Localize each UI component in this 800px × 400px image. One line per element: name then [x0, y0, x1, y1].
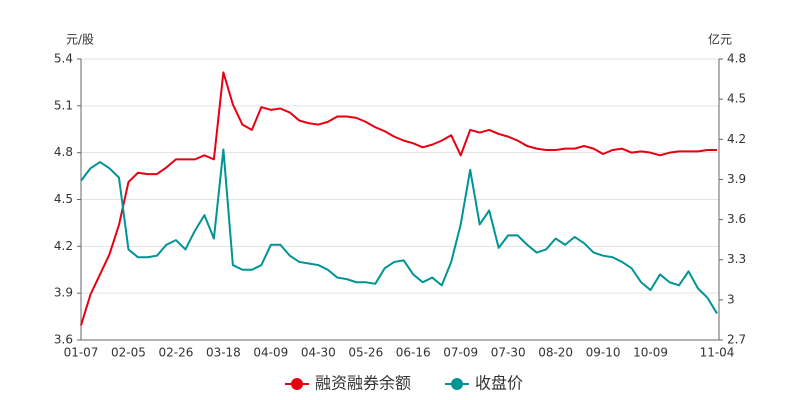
y-tick-label: 5.4	[54, 52, 73, 66]
y2-tick-label: 4.8	[727, 52, 746, 66]
y2-tick-label: 4.2	[727, 132, 746, 146]
y2-tick-label: 3	[727, 292, 735, 306]
y-tick-label: 4.8	[54, 145, 73, 159]
x-tick-label: 09-10	[586, 346, 621, 360]
y-tick-label: 5.1	[54, 98, 73, 112]
x-tick-label: 05-26	[348, 346, 383, 360]
y-tick-label: 4.2	[54, 239, 73, 253]
y2-tick-label: 2.7	[727, 333, 746, 347]
series-line	[80, 71, 717, 326]
x-tick-label: 11-04	[700, 346, 735, 360]
y-tick-label: 3.9	[54, 286, 73, 300]
y2-tick-label: 3.3	[727, 252, 746, 266]
legend-marker	[451, 378, 463, 390]
x-tick-label: 02-05	[111, 346, 146, 360]
x-tick-label: 07-09	[443, 346, 478, 360]
x-tick-label: 10-09	[633, 346, 668, 360]
y2-tick-label: 4.5	[727, 92, 746, 106]
legend-marker	[291, 378, 303, 390]
series-line	[80, 148, 718, 314]
x-tick-label: 01-07	[64, 346, 99, 360]
y2-tick-label: 3.6	[727, 212, 746, 226]
y-axis-title: 元/股	[66, 33, 94, 47]
x-tick-label: 03-18	[206, 346, 241, 360]
y2-tick-label: 3.9	[727, 172, 746, 186]
x-tick-label: 02-26	[158, 346, 193, 360]
x-tick-label: 04-09	[253, 346, 288, 360]
x-tick-label: 07-30	[491, 346, 526, 360]
legend-label: 融资融券余额	[315, 374, 411, 393]
x-tick-label: 04-30	[301, 346, 336, 360]
x-tick-label: 08-20	[538, 346, 573, 360]
y-tick-label: 4.5	[54, 192, 73, 206]
y-tick-label: 3.6	[54, 333, 73, 347]
x-tick-label: 06-16	[396, 346, 431, 360]
legend-label: 收盘价	[475, 374, 523, 393]
y2-axis-title: 亿元	[708, 32, 732, 47]
